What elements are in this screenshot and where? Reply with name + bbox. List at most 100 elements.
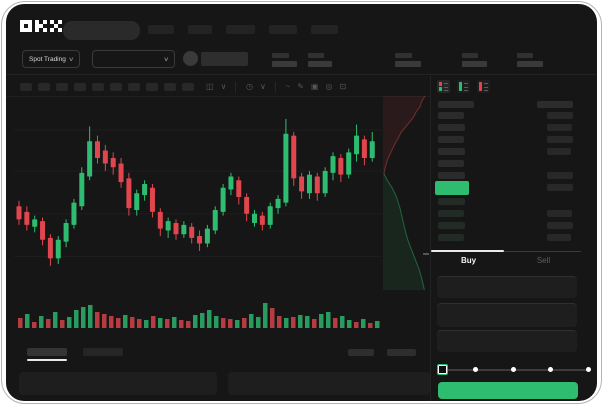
order-price-input[interactable] <box>437 276 577 298</box>
bottom-action-2[interactable] <box>387 349 416 356</box>
slider-handle[interactable] <box>437 364 448 375</box>
slider-dot-1[interactable] <box>473 367 478 372</box>
bid-amount-bar <box>547 210 572 217</box>
stat-label-placeholder <box>272 53 289 58</box>
top-nav <box>148 25 338 34</box>
divider: │ <box>233 82 240 92</box>
ask-amount-bar <box>547 112 573 119</box>
top-header <box>6 4 597 46</box>
chevron-down-icon[interactable]: ∨ <box>260 82 266 91</box>
depth-chart[interactable] <box>383 96 428 290</box>
depth-price-tick <box>423 253 429 255</box>
stat-value-placeholder <box>517 61 543 67</box>
nav-item-3[interactable] <box>226 25 255 34</box>
camera-icon[interactable]: ▣ <box>310 82 319 91</box>
timeframe-button-5[interactable] <box>92 83 104 91</box>
ticker-stat-3 <box>395 53 421 67</box>
slider-dot-2[interactable] <box>510 367 516 372</box>
slider-dot-3[interactable] <box>548 367 553 372</box>
timeframe-button-2[interactable] <box>38 83 50 91</box>
ask-amount-bar <box>547 148 571 155</box>
timeframe-button-9[interactable] <box>164 83 176 91</box>
timeframe-button-7[interactable] <box>128 83 140 91</box>
chevron-down-icon[interactable]: ∨ <box>220 82 227 91</box>
bottom-tab-2[interactable] <box>83 348 123 356</box>
draw-icon[interactable]: ✎ <box>297 82 304 91</box>
timeframe-button-1[interactable] <box>20 83 32 91</box>
line-tool-icon[interactable]: ~ <box>285 82 291 91</box>
stat-label-placeholder <box>517 53 533 58</box>
ticker-stat-2 <box>308 53 332 67</box>
nav-item-1[interactable] <box>148 25 174 34</box>
sell-tab[interactable]: Sell <box>536 256 551 265</box>
fullscreen-icon[interactable]: ⊡ <box>339 82 347 91</box>
market-type-dropdown[interactable]: Spot Trading ∨ <box>22 50 80 68</box>
pair-selector-dropdown[interactable]: ∨ <box>92 50 175 68</box>
order-total-input[interactable] <box>437 330 577 352</box>
market-type-label: Spot Trading <box>29 55 66 63</box>
ask-price-bar[interactable] <box>438 136 464 143</box>
candlestick-chart[interactable] <box>14 98 382 330</box>
chart-type-icon[interactable]: ◫ <box>206 82 214 91</box>
timeframe-button-8[interactable] <box>146 83 158 91</box>
bid-amount-bar <box>547 222 573 229</box>
amount-slider[interactable] <box>437 364 591 375</box>
nav-item-4[interactable] <box>269 25 297 34</box>
orderbook-view-toggles <box>437 80 490 93</box>
stat-value-placeholder <box>272 61 297 67</box>
last-price-highlight[interactable] <box>435 181 469 195</box>
bid-price-bar[interactable] <box>438 210 464 217</box>
bottom-content-panel-2[interactable] <box>228 372 430 395</box>
settings-icon[interactable]: ◎ <box>325 82 333 91</box>
slider-dot-4[interactable] <box>585 367 591 372</box>
nav-item-2[interactable] <box>188 25 212 34</box>
ask-price-bar[interactable] <box>438 148 465 155</box>
tab-divider <box>431 250 581 252</box>
buy-tab[interactable]: Buy <box>460 256 477 265</box>
ticker-stat-4 <box>462 53 487 67</box>
bottom-active-tab-underline <box>27 359 67 361</box>
book-bids-view-button[interactable] <box>457 80 470 93</box>
ask-amount-bar <box>547 124 572 131</box>
bid-price-bar[interactable] <box>438 198 465 205</box>
stat-label-placeholder <box>308 53 324 58</box>
okx-logo[interactable] <box>20 20 62 32</box>
book-asks-view-button[interactable] <box>477 80 490 93</box>
timeframe-button-3[interactable] <box>56 83 68 91</box>
coin-icon <box>183 51 198 66</box>
search-input[interactable] <box>63 21 140 40</box>
bid-price-bar[interactable] <box>438 234 464 241</box>
bottom-tab-1[interactable] <box>27 348 67 356</box>
nav-item-5[interactable] <box>311 25 338 34</box>
stat-label-placeholder <box>462 53 478 58</box>
divider: │ <box>272 82 279 92</box>
ask-price-bar[interactable] <box>438 124 465 131</box>
timeframe-button-6[interactable] <box>110 83 122 91</box>
book-both-view-button[interactable] <box>437 80 450 93</box>
ask-amount-bar <box>547 172 573 179</box>
bid-price-bar[interactable] <box>438 222 465 229</box>
stat-label-placeholder <box>395 53 412 58</box>
ask-price-bar[interactable] <box>438 112 464 119</box>
order-amount-input[interactable] <box>437 303 577 327</box>
bottom-action-1[interactable] <box>348 349 374 356</box>
chevron-down-icon: ∨ <box>67 56 74 63</box>
timeframe-button-4[interactable] <box>74 83 86 91</box>
pair-name-placeholder <box>201 52 248 66</box>
chevron-down-icon: ∨ <box>162 56 169 63</box>
buy-submit-button[interactable] <box>438 382 578 399</box>
trade-tabs: Buy Sell <box>431 256 581 265</box>
buy-tab-indicator <box>431 250 504 252</box>
panel-divider <box>430 76 431 401</box>
ask-price-bar[interactable] <box>438 160 464 167</box>
indicators-icon[interactable]: ◷ <box>246 82 254 91</box>
stat-value-placeholder <box>462 61 487 67</box>
bottom-content-panel-1[interactable] <box>19 372 217 395</box>
orderbook-panel: Buy Sell <box>431 76 597 401</box>
orderbook-price-header <box>438 101 474 108</box>
timeframe-button-10[interactable] <box>182 83 194 91</box>
chart-tools: ◫ ∨ │ ◷ ∨ │ ~ ✎ ▣ ◎ ⊡ <box>206 80 346 94</box>
ask-price-bar[interactable] <box>438 172 465 179</box>
okx-trading-window: Spot Trading ∨ ∨ ◫ ∨ │ ◷ ∨ │ ~ ✎ ▣ ◎ ⊡ <box>6 4 597 401</box>
